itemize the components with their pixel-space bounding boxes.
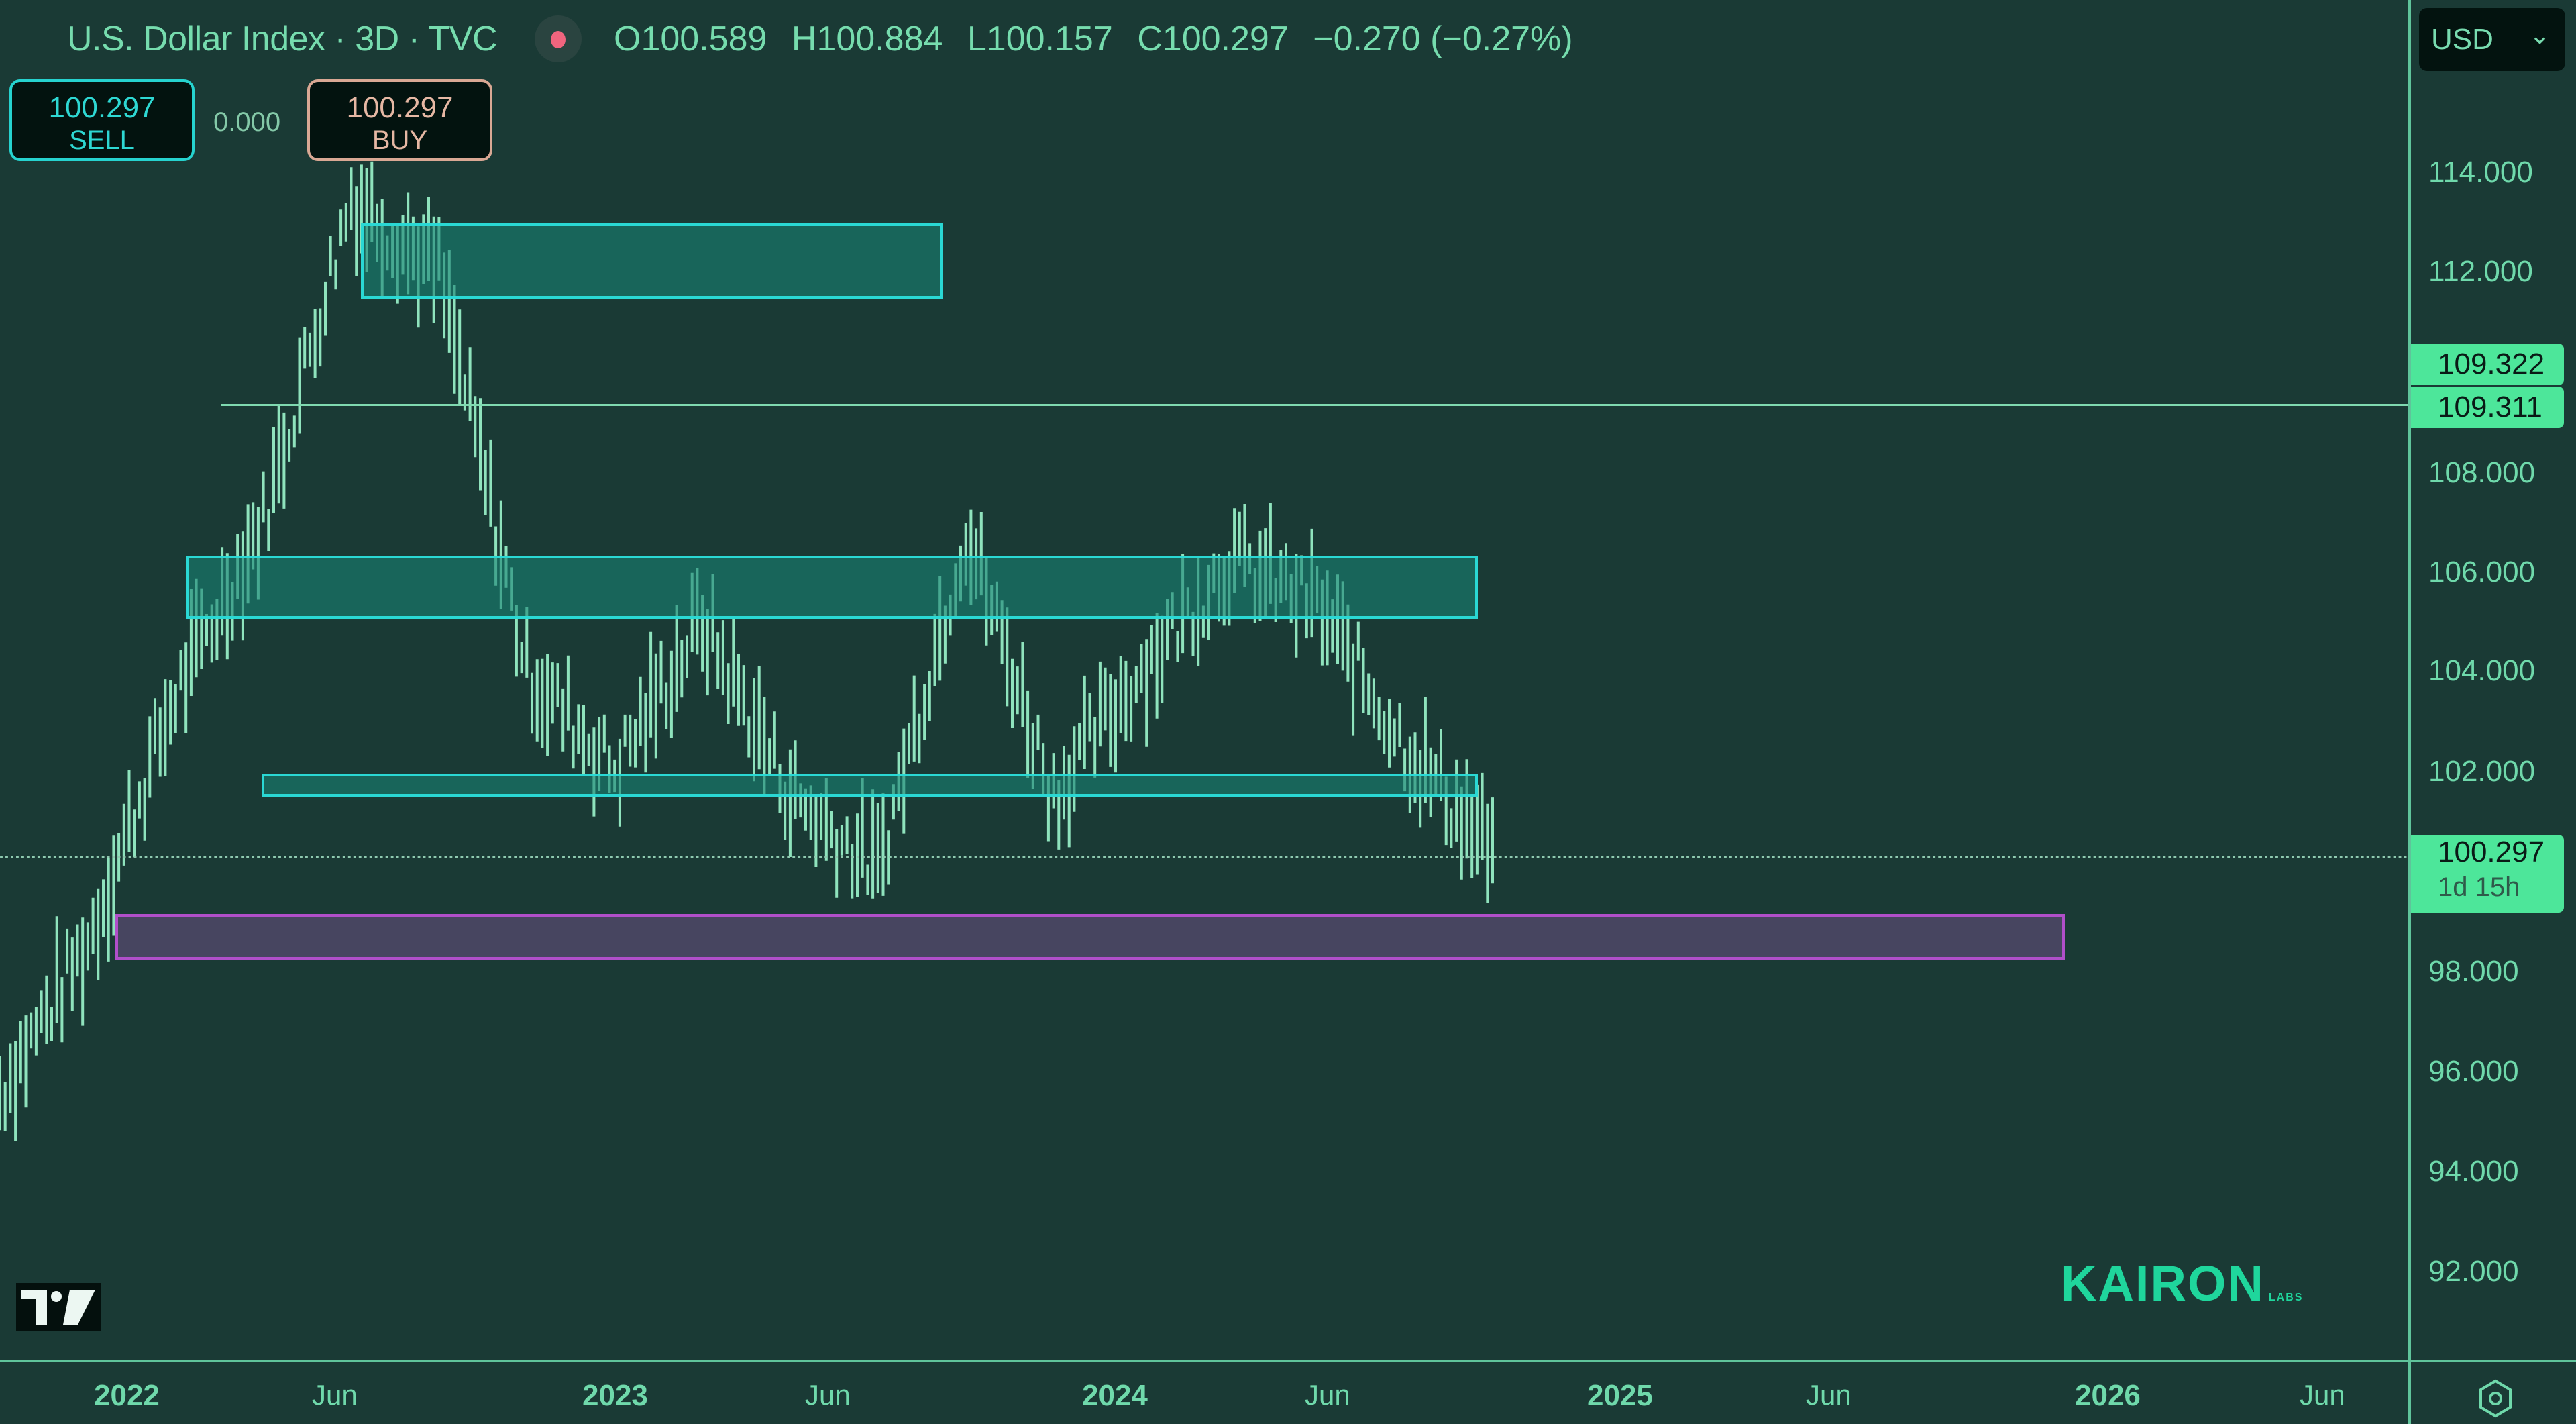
currency-value: USD bbox=[2431, 23, 2493, 56]
chart-header: U.S. Dollar Index · 3D · TVC O100.589 H1… bbox=[67, 12, 1588, 66]
time-tick: 2024 bbox=[1082, 1379, 1148, 1412]
demand-zone[interactable] bbox=[115, 914, 2065, 960]
settings-gear-icon[interactable] bbox=[2475, 1378, 2516, 1419]
watermark-sub: LABS bbox=[2268, 1292, 2304, 1303]
price-tick: 114.000 bbox=[2428, 156, 2533, 189]
buy-price: 100.297 bbox=[346, 91, 453, 124]
price-tick: 108.000 bbox=[2428, 456, 2536, 489]
chevron-down-icon: ⌄ bbox=[2529, 21, 2551, 50]
price-tick: 94.000 bbox=[2428, 1155, 2519, 1188]
price-tick: 98.000 bbox=[2428, 955, 2519, 988]
time-tick: Jun bbox=[1305, 1379, 1350, 1411]
time-tick: Jun bbox=[312, 1379, 358, 1411]
open-value: O100.589 bbox=[614, 19, 767, 58]
time-tick: 2022 bbox=[94, 1379, 160, 1412]
price-tick: 102.000 bbox=[2428, 755, 2536, 788]
support-zone[interactable] bbox=[262, 774, 1478, 797]
supply-zone-top[interactable] bbox=[361, 223, 943, 299]
resistance-zone[interactable] bbox=[186, 556, 1478, 619]
price-axis-border bbox=[2408, 0, 2411, 1424]
symbol-title[interactable]: U.S. Dollar Index · 3D · TVC bbox=[67, 19, 498, 58]
price-tick: 106.000 bbox=[2428, 556, 2536, 589]
current-price-line bbox=[0, 856, 2410, 858]
time-tick: Jun bbox=[1806, 1379, 1851, 1411]
price-tick: 92.000 bbox=[2428, 1255, 2519, 1288]
bar-countdown: 1d 15h bbox=[2438, 872, 2520, 902]
change-value: −0.270 (−0.27%) bbox=[1313, 19, 1573, 58]
time-tick: Jun bbox=[805, 1379, 851, 1411]
buy-label: BUY bbox=[372, 125, 428, 155]
time-tick: 2023 bbox=[582, 1379, 648, 1412]
price-level-label: 109.322 bbox=[2411, 344, 2564, 385]
kairon-watermark: KAIRON LABS bbox=[2061, 1255, 2303, 1312]
currency-select[interactable]: USD ⌄ bbox=[2419, 8, 2565, 71]
time-axis-border bbox=[0, 1360, 2576, 1362]
price-tick: 112.000 bbox=[2428, 255, 2533, 288]
low-value: L100.157 bbox=[967, 19, 1113, 58]
ohlc-values: O100.589 H100.884 L100.157 C100.297 −0.2… bbox=[614, 19, 1588, 59]
spread-value: 0.000 bbox=[213, 107, 281, 137]
close-value: C100.297 bbox=[1137, 19, 1289, 58]
sell-label: SELL bbox=[69, 125, 135, 155]
market-status-dot-icon bbox=[535, 15, 582, 62]
price-tick: 96.000 bbox=[2428, 1055, 2519, 1088]
price-level-label: 109.311 bbox=[2411, 387, 2564, 428]
sell-button[interactable]: 100.297 SELL bbox=[9, 79, 195, 161]
price-bars[interactable] bbox=[0, 0, 2410, 1360]
horizontal-line-109[interactable] bbox=[221, 404, 2410, 406]
high-value: H100.884 bbox=[791, 19, 943, 58]
last-price-label: 100.297 1d 15h bbox=[2411, 835, 2564, 913]
time-tick: 2026 bbox=[2075, 1379, 2141, 1412]
buy-button[interactable]: 100.297 BUY bbox=[307, 79, 492, 161]
price-tick: 104.000 bbox=[2428, 654, 2536, 687]
tradingview-logo-icon[interactable] bbox=[16, 1283, 101, 1331]
time-tick: 2025 bbox=[1587, 1379, 1653, 1412]
time-tick: Jun bbox=[2300, 1379, 2345, 1411]
sell-price: 100.297 bbox=[48, 91, 156, 124]
watermark-text: KAIRON bbox=[2061, 1256, 2265, 1311]
